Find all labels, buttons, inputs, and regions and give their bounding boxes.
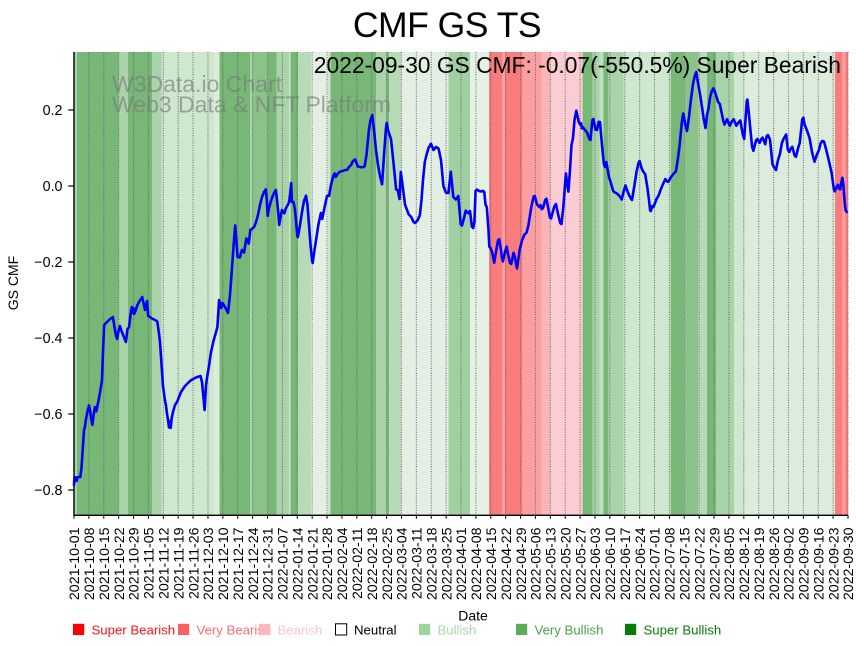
svg-text:2022-03-11: 2022-03-11: [410, 527, 426, 599]
svg-text:0.0: 0.0: [43, 179, 63, 195]
svg-text:2022-08-26: 2022-08-26: [767, 527, 783, 600]
svg-text:2021-12-17: 2021-12-17: [231, 527, 247, 600]
svg-text:2022-02-11: 2022-02-11: [350, 527, 366, 599]
svg-text:2022-06-17: 2022-06-17: [618, 527, 634, 600]
svg-text:2022-01-14: 2022-01-14: [290, 527, 306, 600]
svg-text:2022-07-01: 2022-07-01: [648, 527, 664, 600]
svg-text:0.2: 0.2: [43, 103, 63, 119]
svg-text:2021-11-05: 2021-11-05: [142, 527, 158, 599]
svg-text:2022-06-10: 2022-06-10: [603, 527, 619, 600]
svg-text:2021-10-29: 2021-10-29: [127, 527, 143, 600]
svg-text:2021-10-22: 2021-10-22: [112, 527, 128, 600]
svg-text:2022-01-28: 2022-01-28: [320, 527, 336, 600]
svg-text:Super Bullish: Super Bullish: [644, 622, 722, 637]
svg-text:2022-03-18: 2022-03-18: [424, 527, 440, 600]
svg-text:2022-06-24: 2022-06-24: [633, 527, 649, 600]
svg-text:2022-02-25: 2022-02-25: [380, 527, 396, 600]
svg-text:2021-11-12: 2021-11-12: [157, 527, 173, 599]
svg-text:2022-05-27: 2022-05-27: [573, 527, 589, 600]
svg-text:2022-04-29: 2022-04-29: [514, 527, 530, 600]
svg-text:−0.2: −0.2: [34, 255, 62, 271]
svg-text:2021-12-03: 2021-12-03: [201, 527, 217, 600]
svg-text:2022-09-02: 2022-09-02: [782, 527, 798, 600]
svg-text:2021-11-26: 2021-11-26: [186, 527, 202, 599]
svg-text:2022-07-08: 2022-07-08: [663, 527, 679, 600]
svg-text:Very Bullish: Very Bullish: [535, 622, 604, 637]
svg-text:2022-01-07: 2022-01-07: [276, 527, 292, 600]
svg-text:2022-09-09: 2022-09-09: [797, 527, 813, 600]
svg-text:2022-04-08: 2022-04-08: [469, 527, 485, 600]
svg-text:2021-11-19: 2021-11-19: [171, 527, 187, 599]
svg-text:2021-12-31: 2021-12-31: [261, 527, 277, 600]
svg-text:2022-09-30: 2022-09-30: [841, 527, 857, 600]
svg-text:2021-12-10: 2021-12-10: [216, 527, 232, 600]
svg-text:2022-05-13: 2022-05-13: [544, 527, 560, 600]
svg-text:CMF GS TS: CMF GS TS: [353, 5, 541, 45]
svg-text:2022-06-03: 2022-06-03: [588, 527, 604, 600]
svg-text:2022-09-30 GS CMF: -0.07(-550.: 2022-09-30 GS CMF: -0.07(-550.5%) Super …: [314, 52, 841, 78]
svg-text:−0.8: −0.8: [34, 483, 62, 499]
svg-text:2022-04-22: 2022-04-22: [499, 527, 515, 600]
svg-text:2022-08-12: 2022-08-12: [737, 527, 753, 600]
svg-text:2021-10-15: 2021-10-15: [97, 527, 113, 600]
svg-text:Super Bearish: Super Bearish: [92, 622, 176, 637]
svg-text:2022-09-23: 2022-09-23: [826, 527, 842, 600]
svg-text:2021-10-08: 2021-10-08: [82, 527, 98, 600]
svg-text:2022-05-20: 2022-05-20: [558, 527, 574, 600]
svg-text:2022-01-21: 2022-01-21: [305, 527, 321, 600]
svg-text:GS CMF: GS CMF: [5, 256, 21, 310]
svg-text:−0.6: −0.6: [34, 407, 62, 423]
svg-text:W3Data.io Chart: W3Data.io Chart: [112, 71, 283, 97]
svg-text:2022-08-05: 2022-08-05: [722, 527, 738, 600]
svg-text:2021-10-01: 2021-10-01: [67, 527, 83, 600]
svg-text:2022-04-15: 2022-04-15: [484, 527, 500, 600]
svg-text:Web3 Data & NFT Platform: Web3 Data & NFT Platform: [112, 92, 391, 118]
svg-text:2022-07-15: 2022-07-15: [677, 527, 693, 600]
svg-text:2022-07-22: 2022-07-22: [692, 527, 708, 600]
svg-text:Very Bearish: Very Bearish: [197, 622, 272, 637]
svg-text:2022-07-29: 2022-07-29: [707, 527, 723, 600]
svg-text:2022-03-04: 2022-03-04: [395, 527, 411, 600]
svg-text:2022-02-04: 2022-02-04: [335, 527, 351, 600]
svg-text:−0.4: −0.4: [34, 331, 62, 347]
svg-text:2021-12-24: 2021-12-24: [246, 527, 262, 600]
svg-text:2022-05-06: 2022-05-06: [529, 527, 545, 600]
svg-text:2022-09-16: 2022-09-16: [811, 527, 827, 600]
svg-text:Date: Date: [458, 608, 488, 624]
svg-text:Bullish: Bullish: [438, 622, 477, 637]
svg-text:Bearish: Bearish: [278, 622, 323, 637]
svg-text:2022-04-01: 2022-04-01: [454, 527, 470, 600]
svg-text:2022-08-19: 2022-08-19: [752, 527, 768, 600]
svg-text:2022-03-25: 2022-03-25: [439, 527, 455, 600]
svg-text:Neutral: Neutral: [354, 622, 397, 637]
svg-text:2022-02-18: 2022-02-18: [365, 527, 381, 600]
